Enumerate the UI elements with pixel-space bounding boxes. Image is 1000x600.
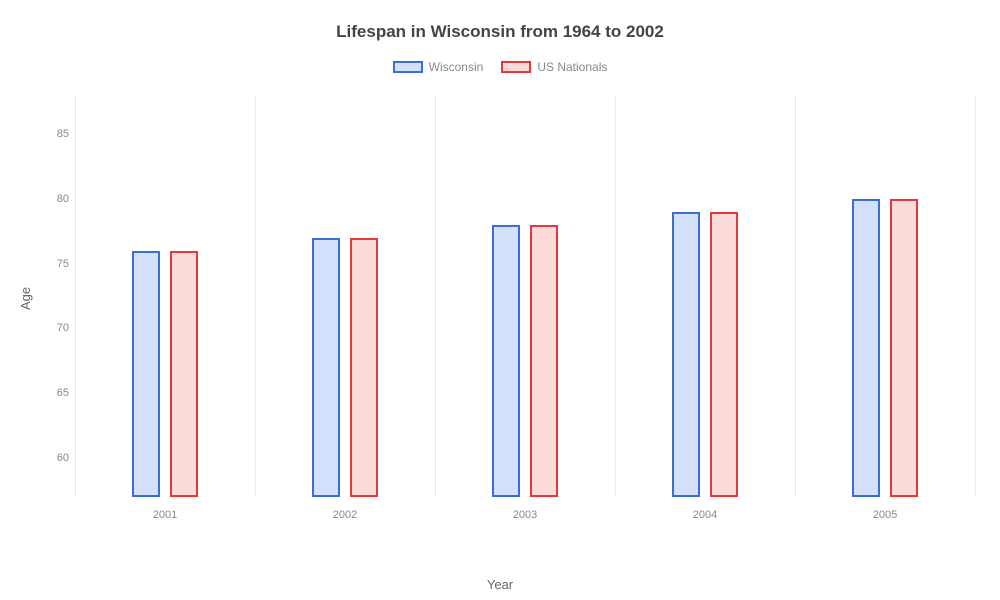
bar-wisconsin	[852, 199, 880, 497]
bar-us-nationals	[890, 199, 918, 497]
gridline-vertical	[75, 95, 76, 497]
x-tick-label: 2004	[675, 509, 735, 521]
bar-us-nationals	[530, 225, 558, 497]
legend-swatch-us-nationals	[501, 61, 531, 73]
legend-swatch-wisconsin	[393, 61, 423, 73]
bar-us-nationals	[710, 212, 738, 497]
bar-us-nationals	[350, 238, 378, 497]
gridline-vertical	[255, 95, 256, 497]
y-tick-label: 65	[39, 387, 69, 399]
plot-area: 60657075808520012002200320042005	[75, 95, 975, 525]
gridline-vertical	[795, 95, 796, 497]
y-tick-label: 75	[39, 258, 69, 270]
x-tick-label: 2002	[315, 509, 375, 521]
y-tick-label: 85	[39, 128, 69, 140]
chart-title: Lifespan in Wisconsin from 1964 to 2002	[0, 22, 1000, 42]
y-axis-label: Age	[18, 287, 33, 310]
x-axis-label: Year	[0, 577, 1000, 592]
y-tick-label: 70	[39, 322, 69, 334]
gridline-vertical	[615, 95, 616, 497]
x-tick-label: 2005	[855, 509, 915, 521]
x-tick-label: 2001	[135, 509, 195, 521]
legend: Wisconsin US Nationals	[0, 60, 1000, 74]
gridline-vertical	[975, 95, 976, 497]
legend-label-wisconsin: Wisconsin	[429, 60, 484, 74]
bar-wisconsin	[672, 212, 700, 497]
legend-label-us-nationals: US Nationals	[537, 60, 607, 74]
y-tick-label: 60	[39, 452, 69, 464]
gridline-vertical	[435, 95, 436, 497]
chart-container: Lifespan in Wisconsin from 1964 to 2002 …	[0, 0, 1000, 600]
bar-us-nationals	[170, 251, 198, 497]
bar-wisconsin	[312, 238, 340, 497]
legend-item-wisconsin: Wisconsin	[393, 60, 484, 74]
bar-wisconsin	[132, 251, 160, 497]
bar-wisconsin	[492, 225, 520, 497]
legend-item-us-nationals: US Nationals	[501, 60, 607, 74]
y-tick-label: 80	[39, 193, 69, 205]
x-tick-label: 2003	[495, 509, 555, 521]
